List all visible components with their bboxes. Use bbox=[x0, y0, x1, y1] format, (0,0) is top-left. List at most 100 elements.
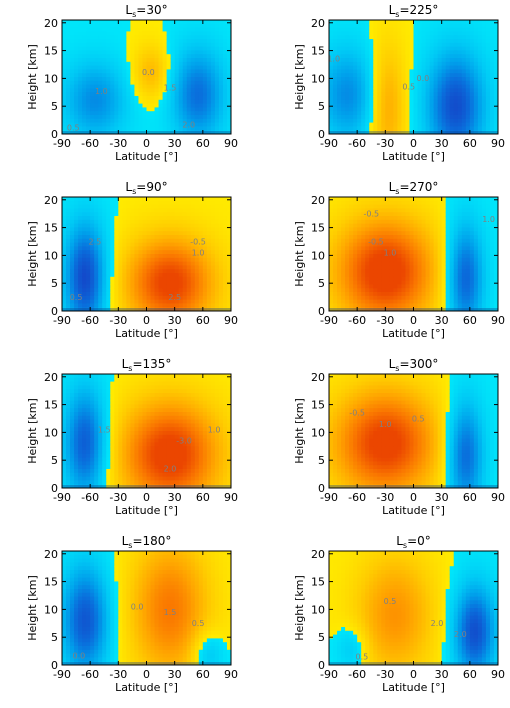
y-tick-label: 10 bbox=[44, 249, 58, 262]
x-tick-label: 0 bbox=[410, 137, 417, 150]
y-tick-label: 0 bbox=[51, 659, 58, 672]
x-tick-label: 90 bbox=[491, 314, 505, 327]
y-tick-label: 5 bbox=[318, 277, 325, 290]
x-tick-label: -90 bbox=[53, 137, 71, 150]
x-tick-label: 30 bbox=[168, 491, 182, 504]
contour-field: 0.0 1.5 0.5 0.0 bbox=[62, 551, 231, 665]
x-tick-label: 60 bbox=[196, 668, 210, 681]
panel-p1: 0.0 1.0 1.5 2.0 0.5 -90 -60 -30 0 30 60 90 0 5 10 15 20 L… bbox=[26, 3, 238, 163]
contour-label: 0.5 bbox=[384, 597, 397, 606]
contour-field: 0.0 1.0 1.5 2.0 0.5 bbox=[62, 20, 231, 134]
contour-label: 0.0 bbox=[417, 74, 430, 83]
x-tick-label: -60 bbox=[81, 137, 99, 150]
x-axis-label: Latitude [°] bbox=[115, 504, 178, 517]
contour-field: -0.51.0-0.51.0 bbox=[329, 197, 498, 311]
y-tick-label: 10 bbox=[44, 72, 58, 85]
y-tick-label: 15 bbox=[311, 576, 325, 589]
contour-label: 0.5 bbox=[192, 619, 205, 628]
x-tick-label: -90 bbox=[53, 491, 71, 504]
y-tick-label: 15 bbox=[44, 222, 58, 235]
x-tick-label: 0 bbox=[143, 137, 150, 150]
contour-label: 2.0 bbox=[454, 630, 467, 639]
x-tick-label: -30 bbox=[376, 314, 394, 327]
x-tick-label: 0 bbox=[410, 314, 417, 327]
y-tick-label: 0 bbox=[318, 128, 325, 141]
panel-p7: 0.01.50.50.0-90 -60 -30 0 30 60 9005101520Ls=1… bbox=[26, 534, 238, 694]
panel-p8: 0.5 2.0 2.0 0.5 -90 -60 -30 0 30 60 90 0 5 10 15 20 Ls=0… bbox=[293, 534, 505, 694]
x-tick-label: -90 bbox=[320, 137, 338, 150]
x-tick-label: 90 bbox=[491, 491, 505, 504]
contour-label: 0.5 bbox=[402, 83, 415, 92]
y-tick-label: 20 bbox=[311, 371, 325, 384]
contour-label: 2.0 bbox=[431, 619, 444, 628]
panel-title: Ls=30° bbox=[125, 3, 167, 19]
x-tick-label: 90 bbox=[491, 137, 505, 150]
x-tick-label: 30 bbox=[435, 314, 449, 327]
x-tick-label: -30 bbox=[376, 491, 394, 504]
contour-label: 1.0 bbox=[379, 420, 392, 429]
y-axis-label: Height [km] bbox=[26, 44, 39, 110]
x-tick-label: 60 bbox=[196, 491, 210, 504]
contour-label: 1.0 bbox=[482, 215, 495, 224]
x-tick-label: 30 bbox=[168, 314, 182, 327]
y-tick-label: 10 bbox=[311, 249, 325, 262]
y-tick-label: 5 bbox=[51, 100, 58, 113]
x-tick-label: 60 bbox=[196, 314, 210, 327]
x-tick-label: 30 bbox=[435, 491, 449, 504]
x-tick-label: -60 bbox=[348, 137, 366, 150]
y-tick-label: 20 bbox=[44, 548, 58, 561]
x-tick-label: 60 bbox=[463, 314, 477, 327]
y-tick-label: 5 bbox=[318, 100, 325, 113]
x-tick-label: 30 bbox=[168, 137, 182, 150]
contour-label: 1.0 bbox=[327, 55, 340, 64]
x-tick-label: 60 bbox=[463, 668, 477, 681]
contour-label: 0.0 bbox=[73, 651, 86, 660]
y-tick-label: 0 bbox=[51, 305, 58, 318]
y-tick-label: 0 bbox=[318, 305, 325, 318]
x-tick-label: -30 bbox=[109, 137, 127, 150]
y-tick-label: 20 bbox=[311, 194, 325, 207]
panel-p2: 1.0 0.00.5 -90 -60 -30 0 30 60 90 0 5 10 15 20 Ls=225°… bbox=[293, 3, 505, 163]
contour-label: 2.0 bbox=[164, 464, 177, 473]
x-tick-label: 0 bbox=[410, 668, 417, 681]
y-tick-label: 20 bbox=[44, 17, 58, 30]
contour-label: 1.0 bbox=[192, 248, 205, 257]
contour-label: -3.0 bbox=[176, 437, 192, 446]
panel-title: Ls=300° bbox=[389, 357, 439, 373]
y-tick-label: 15 bbox=[311, 222, 325, 235]
x-axis-label: Latitude [°] bbox=[382, 681, 445, 694]
contour-label: 0.5 bbox=[412, 414, 425, 423]
x-tick-label: -60 bbox=[348, 668, 366, 681]
y-tick-label: 20 bbox=[311, 17, 325, 30]
contour-label: 1.0 bbox=[384, 248, 397, 257]
x-tick-label: 90 bbox=[224, 668, 238, 681]
contour-label: 2.5 bbox=[89, 237, 102, 246]
x-tick-label: -30 bbox=[376, 137, 394, 150]
y-tick-label: 20 bbox=[44, 371, 58, 384]
y-tick-label: 0 bbox=[51, 482, 58, 495]
y-tick-label: 5 bbox=[51, 277, 58, 290]
contour-label: 0.5 bbox=[67, 124, 80, 133]
y-tick-label: 15 bbox=[311, 45, 325, 58]
y-axis-label: Height [km] bbox=[26, 575, 39, 641]
contour-label: 0.5 bbox=[356, 652, 369, 661]
x-tick-label: -90 bbox=[53, 668, 71, 681]
x-tick-label: 30 bbox=[168, 668, 182, 681]
contour-label: 0.0 bbox=[142, 68, 155, 77]
contour-label: 1.0 bbox=[208, 425, 221, 434]
x-axis-label: Latitude [°] bbox=[382, 327, 445, 340]
y-tick-label: 10 bbox=[44, 603, 58, 616]
panel-title: Ls=90° bbox=[125, 180, 167, 196]
y-axis-label: Height [km] bbox=[293, 221, 306, 287]
x-tick-label: -30 bbox=[109, 668, 127, 681]
y-tick-label: 0 bbox=[318, 482, 325, 495]
x-axis-label: Latitude [°] bbox=[115, 681, 178, 694]
x-tick-label: 0 bbox=[143, 314, 150, 327]
contour-label: -0.5 bbox=[349, 409, 365, 418]
x-tick-label: -90 bbox=[320, 668, 338, 681]
y-tick-label: 20 bbox=[44, 194, 58, 207]
x-tick-label: -90 bbox=[53, 314, 71, 327]
x-tick-label: 0 bbox=[143, 491, 150, 504]
contour-label: 0.0 bbox=[131, 602, 144, 611]
